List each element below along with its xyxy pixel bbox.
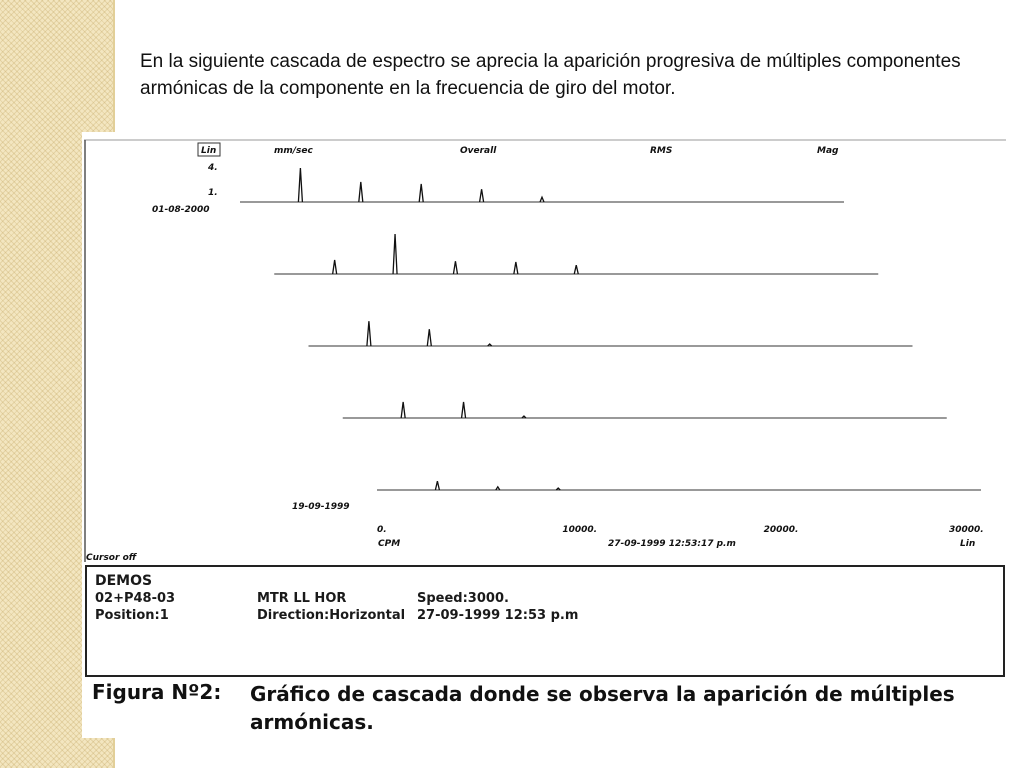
slide-intro-text: En la siguiente cascada de espectro se a… [140,51,961,99]
date-bottom: 19-09-1999 [292,502,350,512]
info-company: DEMOS [95,573,153,589]
info-speed: Speed:3000. [417,591,509,606]
header-overall: Overall [460,146,497,156]
date-top: 01-08-2000 [152,205,210,215]
spectrum-peak [400,401,406,419]
spectrum-peak [297,167,304,203]
spectrum-peak [555,487,561,491]
cursor-status: Cursor off [86,553,138,562]
info-machine: MTR LL HOR [257,591,347,606]
x-axis-label: CPM [378,539,400,549]
spectrum-peak [460,401,467,419]
spectrum-peak [573,265,579,275]
spectrum-trace-5 [377,481,981,491]
figure-caption-text: Gráfico de cascada donde se observa la a… [250,682,955,734]
spectrum-peak [392,233,398,275]
spectrum-trace-2 [274,233,879,275]
x-tick-label: 30000. [949,525,984,535]
spectrum-peak [418,183,424,203]
spectrum-peak [434,481,441,491]
header-mag: Mag [817,146,839,156]
spectrum-peak [487,343,493,347]
spectrum-trace-1 [240,167,844,203]
spectrum-peak [539,195,545,203]
x-tick-label: 20000. [764,525,799,535]
header-units: mm/sec [274,146,314,156]
spectrum-peak [452,261,459,275]
info-datetime: 27-09-1999 12:53 p.m [417,608,579,623]
scanned-figure: Lin mm/sec Overall RMS Mag 4. 1. 01-08-2… [82,132,1008,738]
spectrum-trace-3 [308,321,913,347]
spectrum-peak [332,259,338,275]
header-scale: Lin [201,146,216,156]
spectrum-peak [358,181,364,203]
spectrum-peak [478,189,485,203]
scale-box [197,142,221,157]
x-tick-label: 0. [377,525,387,535]
info-position: Position:1 [95,608,169,623]
chart-timestamp: 27-09-1999 12:53:17 p.m [608,539,736,549]
spectrum-peak [495,485,501,491]
info-direction: Direction:Horizontal [257,608,406,623]
spectrum-peak [366,321,372,347]
info-point-id: 02+P48-03 [95,591,176,606]
header-rms: RMS [650,146,672,156]
y-scale-label-bottom: 1. [208,188,218,198]
spectrum-trace-4 [342,401,947,419]
spectrum-peak [513,261,519,275]
y-scale-label-top: 4. [207,163,218,173]
spectrum-peak [521,415,527,419]
spectrum-peak [426,329,432,347]
x-axis-scale: Lin [960,539,975,549]
waterfall-spectrum-chart: Lin mm/sec Overall RMS Mag 4. 1. 01-08-2… [84,139,1006,562]
machine-info-box: DEMOS 02+P48-03 Position:1 MTR LL HOR Di… [85,565,1005,677]
figure-label: Figura Nº2: [92,680,222,704]
x-tick-label: 10000. [562,525,597,535]
